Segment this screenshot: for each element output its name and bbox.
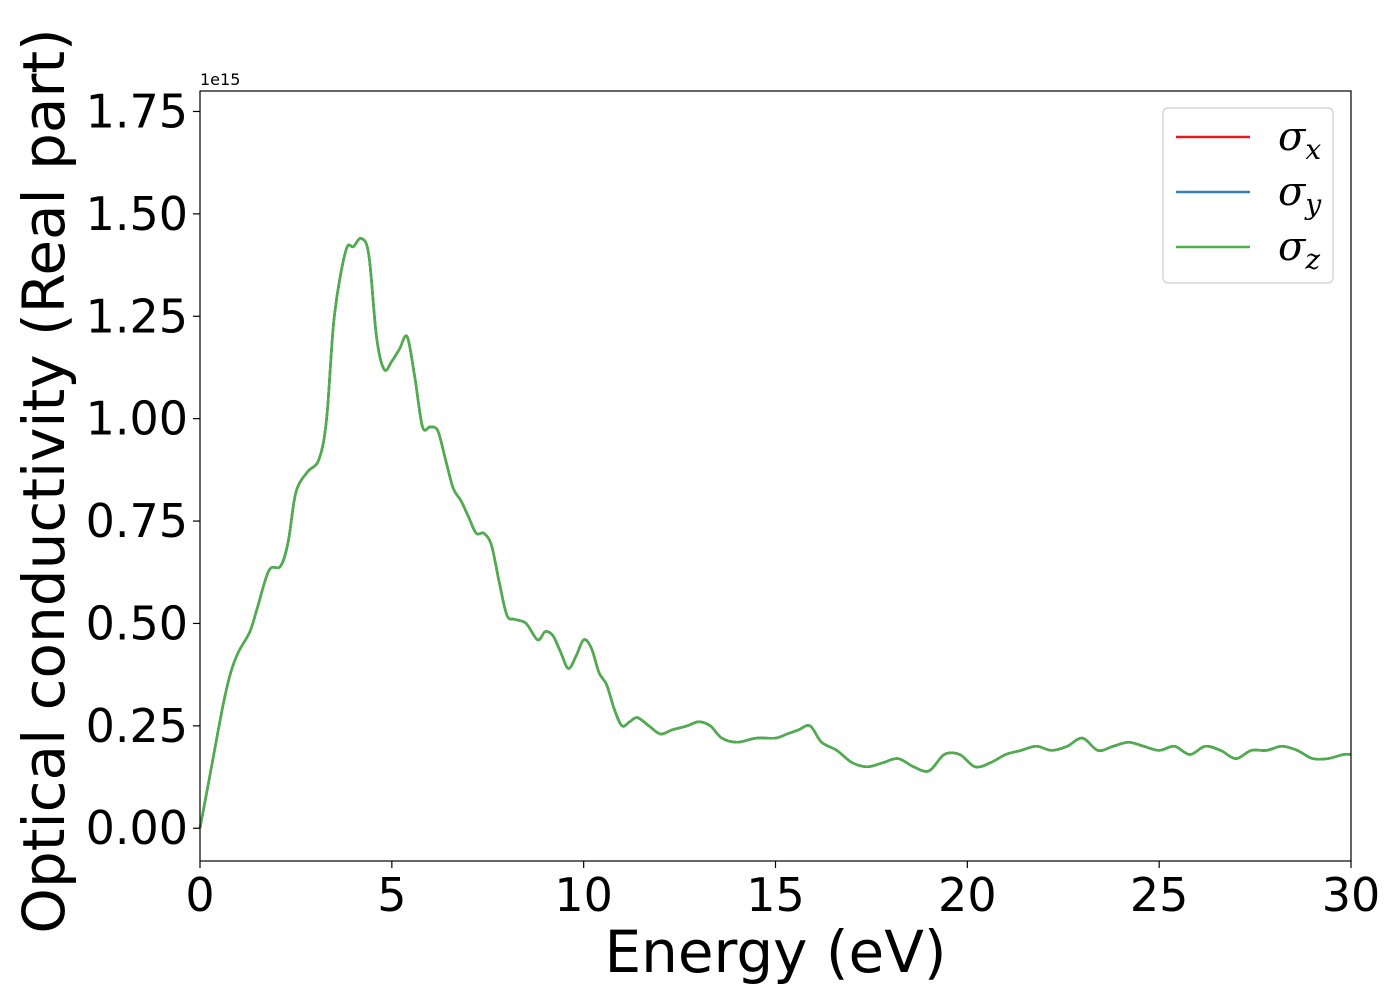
series-line-x bbox=[198, 237, 1352, 829]
y-tick-label: 1.50 bbox=[86, 187, 188, 241]
x-tick-label: 10 bbox=[554, 868, 613, 922]
x-axis-label: Energy (eV) bbox=[604, 918, 946, 986]
y-axis-ticks: 0.00 0.25 0.50 0.75 1.00 1.25 1.50 1.75 bbox=[86, 84, 200, 855]
y-tick-label: 0.00 bbox=[86, 801, 188, 855]
x-tick-label: 5 bbox=[377, 868, 406, 922]
x-axis-ticks: 0 5 10 15 20 25 30 bbox=[185, 861, 1380, 922]
series-line-z bbox=[198, 237, 1352, 829]
x-tick-label: 15 bbox=[746, 868, 805, 922]
y-axis-offset-text: 1e15 bbox=[200, 70, 240, 89]
y-tick-label: 0.25 bbox=[86, 699, 188, 753]
y-tick-label: 0.75 bbox=[86, 494, 188, 548]
y-tick-label: 1.00 bbox=[86, 392, 188, 446]
series-line-y bbox=[198, 237, 1352, 829]
legend-box bbox=[1162, 107, 1334, 284]
legend-label-y: σy bbox=[1278, 169, 1322, 221]
series-lines bbox=[198, 237, 1352, 829]
y-tick-label: 1.25 bbox=[86, 289, 188, 343]
x-tick-label: 0 bbox=[185, 868, 214, 922]
legend-label-x: σx bbox=[1278, 114, 1321, 166]
y-axis-label: Optical conductivity (Real part) bbox=[10, 28, 78, 933]
y-tick-label: 0.50 bbox=[86, 596, 188, 650]
legend-label-z: σz bbox=[1278, 224, 1320, 276]
y-tick-label: 1.75 bbox=[86, 84, 188, 138]
x-tick-label: 30 bbox=[1322, 868, 1381, 922]
x-tick-label: 20 bbox=[938, 868, 997, 922]
x-tick-label: 25 bbox=[1130, 868, 1189, 922]
